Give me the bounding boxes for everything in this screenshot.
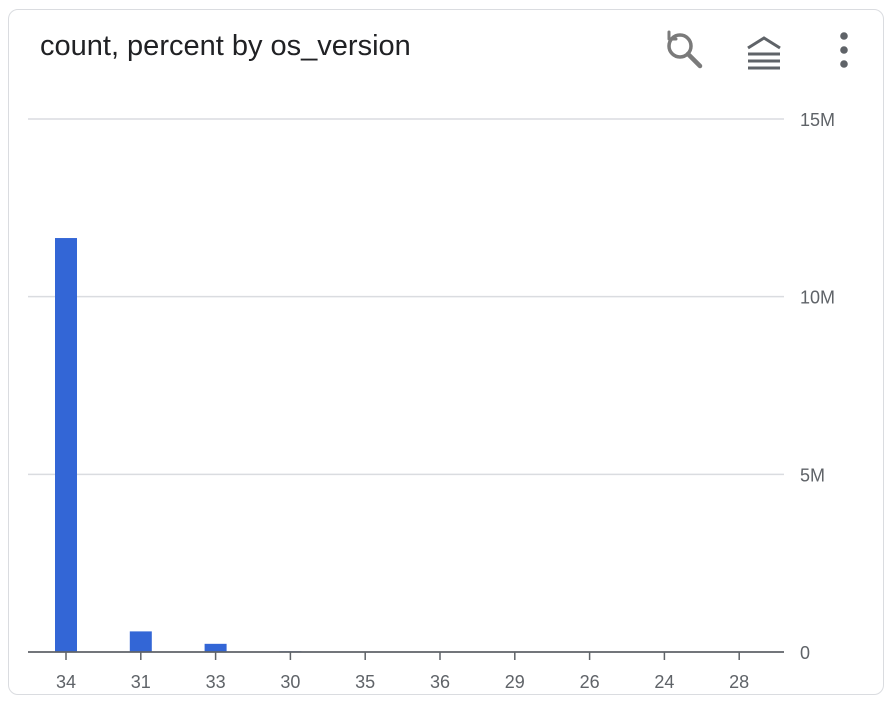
y-tick-label: 10M xyxy=(800,288,835,308)
x-tick-label: 36 xyxy=(430,672,450,692)
x-tick-label: 34 xyxy=(56,672,76,692)
bar xyxy=(55,238,77,652)
more-options-button[interactable] xyxy=(820,26,868,74)
chart-type-icon xyxy=(747,36,781,70)
chart-title: count, percent by os_version xyxy=(40,30,411,62)
x-tick-label: 35 xyxy=(355,672,375,692)
zoom-reset-button[interactable] xyxy=(660,26,708,74)
y-tick-label: 0 xyxy=(800,643,810,663)
x-tick-label: 24 xyxy=(654,672,674,692)
x-tick-label: 30 xyxy=(280,672,300,692)
x-tick-label: 26 xyxy=(580,672,600,692)
bar xyxy=(204,643,227,652)
x-tick-label: 31 xyxy=(131,672,151,692)
x-tick-label: 33 xyxy=(206,672,226,692)
y-tick-label: 5M xyxy=(800,465,825,485)
x-tick-label: 28 xyxy=(729,672,749,692)
chart-type-button[interactable] xyxy=(740,26,788,74)
chart-card xyxy=(8,9,884,695)
more-vert-icon xyxy=(840,32,848,68)
zoom-reset-icon xyxy=(667,30,703,69)
y-tick-label: 15M xyxy=(800,110,835,130)
bar xyxy=(129,631,152,652)
x-tick-label: 29 xyxy=(505,672,525,692)
